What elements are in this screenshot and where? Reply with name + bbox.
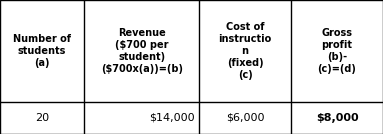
Text: $8,000: $8,000: [316, 113, 358, 123]
Text: $6,000: $6,000: [226, 113, 264, 123]
Text: 20: 20: [35, 113, 49, 123]
Text: Number of
students
(a): Number of students (a): [13, 34, 71, 68]
Text: Gross
profit
(b)-
(c)=(d): Gross profit (b)- (c)=(d): [318, 28, 357, 74]
Text: Cost of
instructio
n
(fixed)
(c): Cost of instructio n (fixed) (c): [218, 22, 272, 80]
Text: Revenue
($700 per
student)
($700x(a))=(b): Revenue ($700 per student) ($700x(a))=(b…: [101, 28, 183, 74]
Text: $14,000: $14,000: [149, 113, 195, 123]
